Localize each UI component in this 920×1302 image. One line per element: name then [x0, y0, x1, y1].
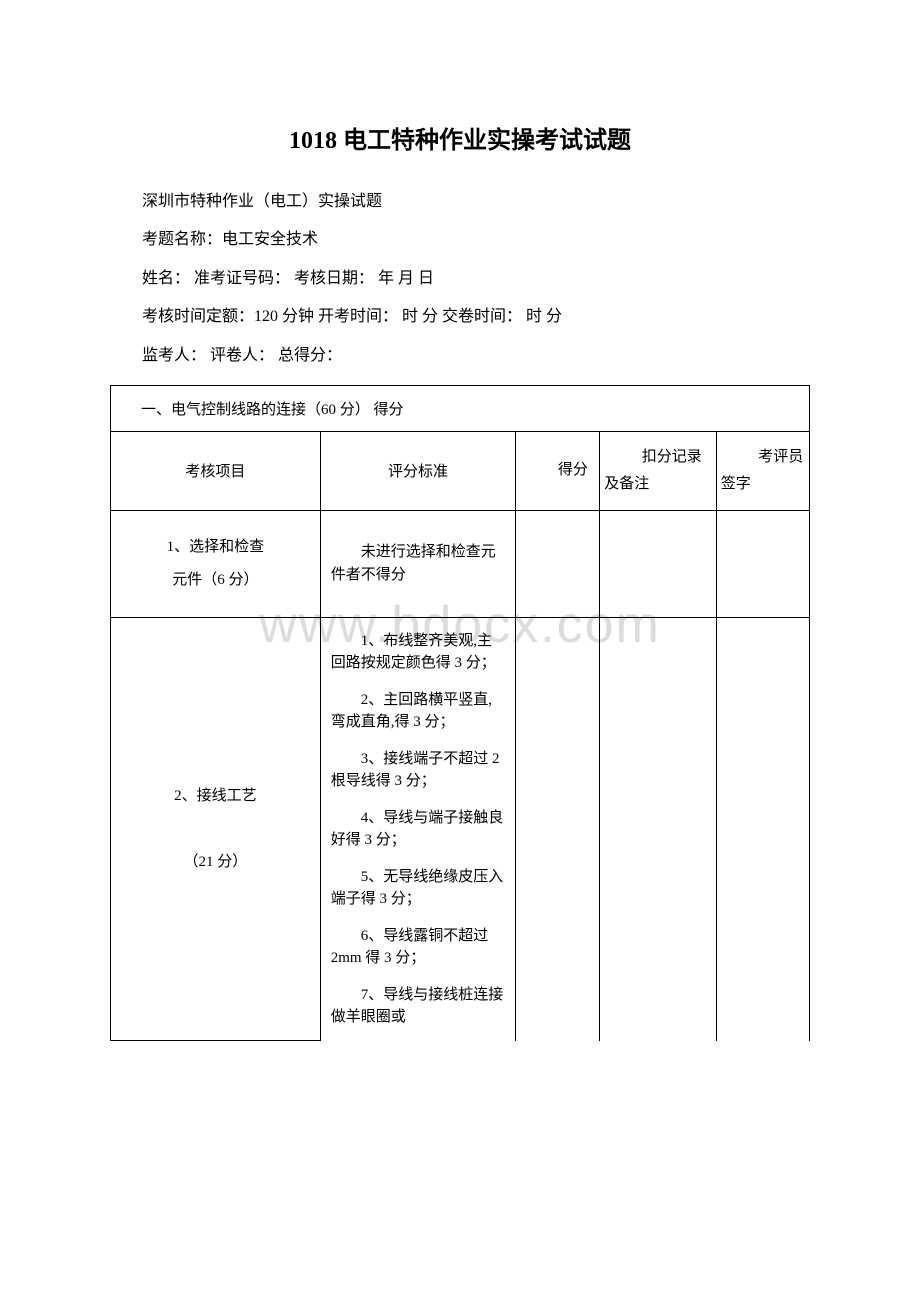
- deduct-cell-1: [600, 510, 717, 617]
- criteria-2-item-4: 4、导线与端子接触良好得 3 分；: [331, 807, 506, 852]
- item-1-line1: 1、选择和检查: [167, 539, 265, 555]
- meta-info-block: 深圳市特种作业（电工）实操试题 考题名称：电工安全技术 姓名： 准考证号码： 考…: [110, 183, 810, 375]
- document-content: 1018 电工特种作业实操考试试题 深圳市特种作业（电工）实操试题 考题名称：电…: [110, 120, 810, 1041]
- criteria-1-text: 未进行选择和检查元件者不得分: [331, 541, 506, 586]
- criteria-2-item-5: 5、无导线绝缘皮压入端子得 3 分；: [331, 866, 506, 911]
- criteria-cell-1: 未进行选择和检查元件者不得分: [320, 510, 516, 617]
- item-2-line1: 2、接线工艺: [174, 788, 257, 804]
- sign-cell-2: [716, 617, 809, 1041]
- criteria-2-item-3: 3、接线端子不超过 2 根导线得 3 分；: [331, 748, 506, 793]
- criteria-2-item-6: 6、导线露铜不超过 2mm 得 3 分；: [331, 925, 506, 970]
- header-criteria: 评分标准: [320, 431, 516, 510]
- item-2-line2: （21 分）: [183, 854, 247, 870]
- criteria-cell-2: 1、布线整齐美观,主回路按规定颜色得 3 分； 2、主回路横平竖直,弯成直角,得…: [320, 617, 516, 1041]
- header-deduct: 扣分记录及备注: [600, 431, 717, 510]
- table-section-header-row: 一、电气控制线路的连接（60 分） 得分: [111, 385, 810, 431]
- criteria-2-item-7: 7、导线与接线桩连接做羊眼圈或: [331, 984, 506, 1029]
- header-sign: 考评员签字: [716, 431, 809, 510]
- scoring-table: 一、电气控制线路的连接（60 分） 得分 考核项目 评分标准 得分 扣分记录及备…: [110, 385, 810, 1042]
- deduct-cell-2: [600, 617, 717, 1041]
- score-cell-2: [516, 617, 600, 1041]
- sign-cell-1: [716, 510, 809, 617]
- criteria-2-item-2: 2、主回路横平竖直,弯成直角,得 3 分；: [331, 689, 506, 734]
- item-cell-1: 1、选择和检查 元件（6 分）: [111, 510, 321, 617]
- table-row: 1、选择和检查 元件（6 分） 未进行选择和检查元件者不得分: [111, 510, 810, 617]
- header-score: 得分: [516, 431, 600, 510]
- table-header-row: 考核项目 评分标准 得分 扣分记录及备注 考评员签字: [111, 431, 810, 510]
- section-header-cell: 一、电气控制线路的连接（60 分） 得分: [111, 385, 810, 431]
- meta-line-4: 考核时间定额：120 分钟 开考时间： 时 分 交卷时间： 时 分: [110, 298, 810, 336]
- item-cell-2: 2、接线工艺 （21 分）: [111, 617, 321, 1041]
- document-title: 1018 电工特种作业实操考试试题: [110, 120, 810, 155]
- meta-line-3: 姓名： 准考证号码： 考核日期： 年 月 日: [110, 260, 810, 298]
- table-row: 2、接线工艺 （21 分） 1、布线整齐美观,主回路按规定颜色得 3 分； 2、…: [111, 617, 810, 1041]
- meta-line-1: 深圳市特种作业（电工）实操试题: [110, 183, 810, 221]
- meta-line-2: 考题名称：电工安全技术: [110, 221, 810, 259]
- meta-line-5: 监考人： 评卷人： 总得分：: [110, 337, 810, 375]
- item-1-line2: 元件（6 分）: [172, 572, 258, 588]
- header-item: 考核项目: [111, 431, 321, 510]
- criteria-2-item-1: 1、布线整齐美观,主回路按规定颜色得 3 分；: [331, 630, 506, 675]
- score-cell-1: [516, 510, 600, 617]
